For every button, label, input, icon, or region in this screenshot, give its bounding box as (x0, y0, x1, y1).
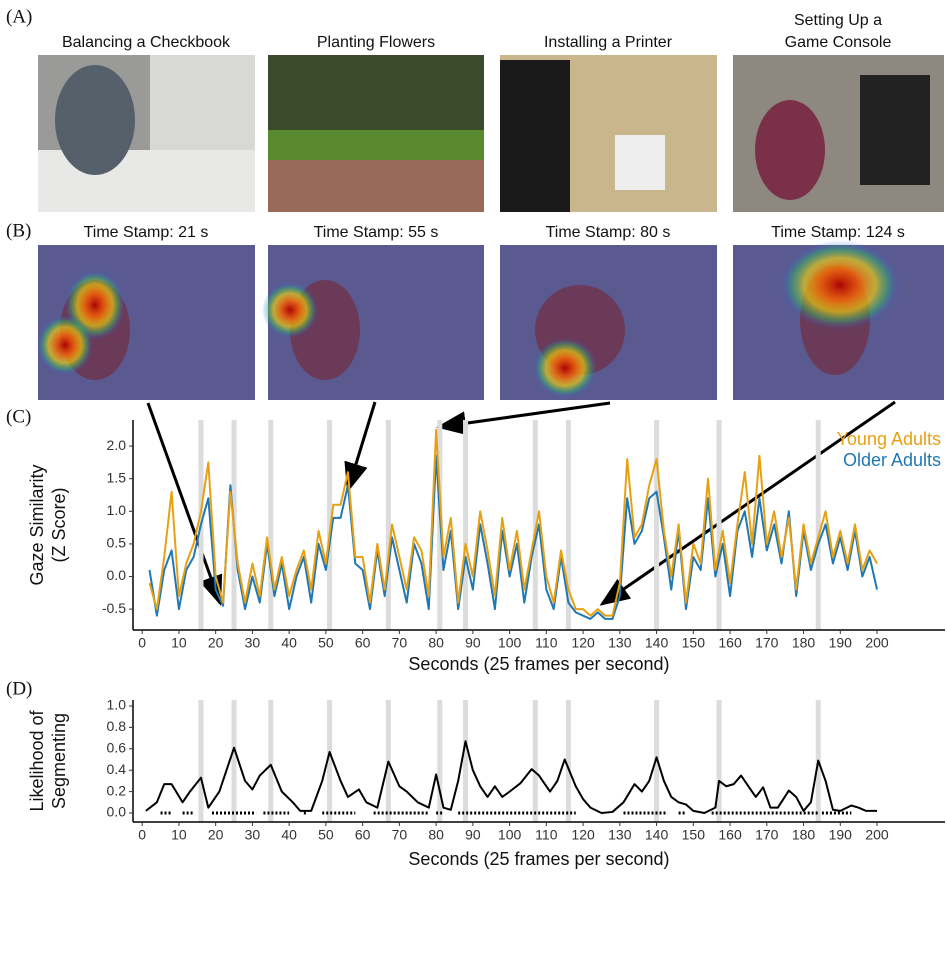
x-tick-label: 120 (571, 827, 595, 843)
panel-label: (D) (6, 678, 32, 699)
heatmap (780, 240, 900, 330)
x-tick-label: 30 (245, 827, 261, 843)
y-tick-label: 1.0 (107, 502, 127, 518)
x-tick-label: 90 (465, 635, 481, 651)
timestamp: Time Stamp: 124 s (771, 224, 905, 241)
timestamp: Time Stamp: 55 s (314, 224, 439, 241)
photos-b (37, 240, 944, 400)
x-tick-label: 190 (829, 827, 853, 843)
x-tick-label: 20 (208, 827, 224, 843)
x-tick-label: 40 (281, 827, 297, 843)
x-tick-label: 150 (682, 635, 706, 651)
photo-detail (55, 65, 135, 175)
legend-entry: Young Adults (837, 429, 941, 449)
x-tick-label: 100 (498, 635, 522, 651)
x-tick-label: 170 (755, 827, 779, 843)
y-tick-label: 0.4 (107, 761, 127, 777)
x-tick-label: 190 (829, 635, 853, 651)
y-tick-label: 0.2 (107, 782, 127, 798)
y-tick-label: 0.0 (107, 804, 127, 820)
x-tick-label: 10 (171, 635, 187, 651)
x-tick-label: 40 (281, 635, 297, 651)
y-tick-label: 0.8 (107, 718, 127, 734)
activity-caption: Game Console (785, 34, 892, 51)
x-tick-label: 160 (718, 827, 742, 843)
y-axis-label: (Z Score) (49, 487, 69, 562)
photo-detail (150, 55, 255, 155)
activity-caption: Balancing a Checkbook (62, 34, 231, 51)
x-tick-label: 180 (792, 635, 816, 651)
y-tick-label: 0.0 (107, 567, 127, 583)
photos-a (38, 55, 944, 212)
activity-caption: Planting Flowers (317, 34, 435, 51)
x-tick-label: 20 (208, 635, 224, 651)
y-tick-label: 1.5 (107, 469, 127, 485)
activity-caption: Setting Up a (794, 12, 882, 29)
panel-label: (B) (6, 220, 31, 241)
x-axis-label: Seconds (25 frames per second) (408, 654, 669, 674)
timestamp: Time Stamp: 21 s (84, 224, 209, 241)
x-tick-label: 130 (608, 635, 632, 651)
y-tick-label: 0.6 (107, 740, 127, 756)
y-axis-label: Gaze Similarity (27, 464, 47, 585)
x-axis-label: Seconds (25 frames per second) (408, 849, 669, 869)
photo-detail (615, 135, 665, 190)
activity-caption: Installing a Printer (544, 34, 673, 51)
heatmap (262, 282, 318, 338)
x-tick-label: 0 (138, 635, 146, 651)
x-tick-label: 110 (535, 827, 558, 843)
x-tick-label: 100 (498, 827, 522, 843)
timestamp: Time Stamp: 80 s (546, 224, 671, 241)
x-tick-label: 180 (792, 827, 816, 843)
series-line (150, 430, 878, 616)
x-tick-label: 60 (355, 635, 371, 651)
photo-detail (268, 155, 484, 212)
x-tick-label: 50 (318, 635, 334, 651)
x-tick-label: 130 (608, 827, 632, 843)
x-tick-label: 200 (865, 827, 889, 843)
x-tick-label: 170 (755, 635, 779, 651)
x-tick-label: 70 (392, 635, 408, 651)
y-tick-label: -0.5 (102, 600, 126, 616)
photo-detail (755, 100, 825, 200)
x-tick-label: 140 (645, 827, 669, 843)
x-tick-label: 160 (718, 635, 742, 651)
x-tick-label: 30 (245, 635, 261, 651)
y-tick-label: 2.0 (107, 437, 127, 453)
x-tick-label: 140 (645, 635, 669, 651)
panel-label: (A) (6, 6, 32, 27)
legend-entry: Older Adults (843, 450, 941, 470)
arrow (348, 402, 375, 490)
series-line (146, 741, 877, 813)
x-tick-label: 80 (428, 827, 444, 843)
x-tick-label: 90 (465, 827, 481, 843)
y-axis-label: Likelihood of (27, 709, 47, 811)
photo-detail (860, 75, 930, 185)
y-axis-label: Segmenting (49, 713, 69, 809)
x-tick-label: 70 (392, 827, 408, 843)
x-tick-label: 150 (682, 827, 706, 843)
x-tick-label: 110 (535, 635, 558, 651)
photo-detail (500, 60, 570, 212)
heatmap (533, 338, 597, 398)
x-tick-label: 50 (318, 827, 334, 843)
heatmap (37, 315, 93, 375)
figure: (A) (B) (C) (D) Balancing a Checkbook Plantin… (0, 0, 947, 956)
x-tick-label: 200 (865, 635, 889, 651)
photo-detail (268, 130, 484, 160)
x-tick-label: 60 (355, 827, 371, 843)
y-tick-label: 0.5 (107, 535, 127, 551)
x-tick-label: 0 (138, 827, 146, 843)
y-tick-label: 1.0 (107, 697, 127, 713)
x-tick-label: 10 (171, 827, 187, 843)
panel-label: (C) (6, 406, 31, 427)
x-tick-label: 120 (571, 635, 595, 651)
x-tick-label: 80 (428, 635, 444, 651)
